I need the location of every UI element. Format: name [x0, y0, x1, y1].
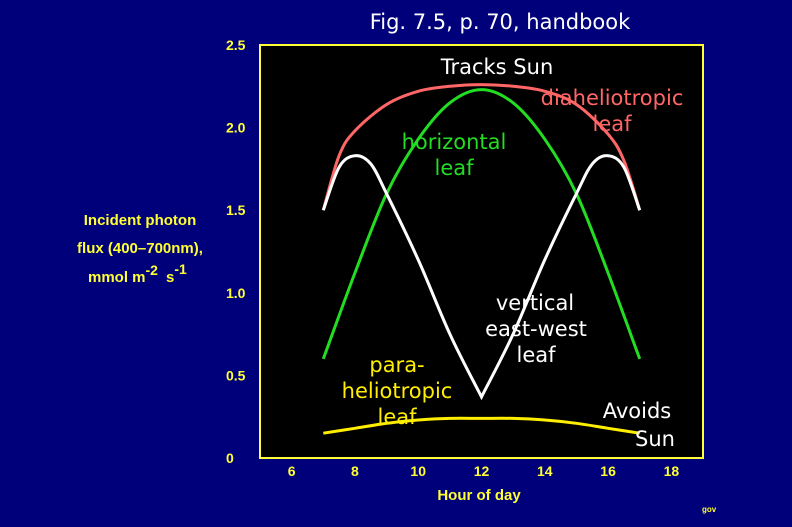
x-tick-label: 18 — [664, 463, 680, 479]
y-axis-label-line-3: mmol m-2 s-1 — [88, 261, 187, 286]
annotation-para-3: leaf — [377, 405, 417, 429]
y-axis-unit-exp-1: -2 — [146, 262, 159, 278]
annotation-vertical-1: vertical — [496, 291, 574, 315]
x-tick-label: 16 — [600, 463, 616, 479]
annotation-tracks-sun: Tracks Sun — [440, 55, 554, 79]
series-lines — [321, 83, 642, 435]
chart-title: Fig. 7.5, p. 70, handbook — [370, 10, 631, 34]
y-axis-label-line-1: Incident photon — [84, 212, 196, 229]
y-axis-unit-mmol: mmol m — [88, 269, 146, 286]
y-tick-label: 1.5 — [226, 202, 246, 218]
x-axis-label: Hour of day — [437, 487, 521, 504]
annotation-avoids-2: Sun — [635, 427, 675, 451]
annotations: Tracks Sundiaheliotropicleafhorizontalle… — [342, 55, 684, 451]
plot-area — [259, 44, 704, 459]
credit-text: gov — [702, 505, 717, 514]
y-axis-ticks: 0 0.5 1.0 1.5 2.0 2.5 — [226, 37, 246, 466]
y-tick-label: 2.5 — [226, 37, 246, 53]
y-tick-label: 1.0 — [226, 285, 246, 301]
annotation-para-1: para- — [369, 353, 424, 377]
x-tick-label: 12 — [474, 463, 490, 479]
x-axis-ticks: 6 8 10 12 14 16 18 — [288, 463, 680, 479]
annotation-para-2: heliotropic — [342, 379, 453, 403]
annotation-diaheliotropic-1: diaheliotropic — [541, 86, 684, 110]
y-axis-unit-s: s — [166, 269, 174, 286]
y-axis-unit-exp-2: -1 — [174, 261, 187, 277]
y-tick-label: 2.0 — [226, 120, 246, 136]
y-tick-label: 0.5 — [226, 367, 246, 383]
series-line-diaheliotropic — [321, 83, 642, 211]
x-tick-label: 10 — [410, 463, 426, 479]
annotation-avoids-1: Avoids — [603, 399, 672, 423]
annotation-vertical-2: east-west — [485, 317, 587, 341]
y-axis-label-line-2: flux (400–700nm), — [77, 240, 203, 257]
series-line-paraheliotropic — [323, 416, 640, 435]
x-tick-label: 6 — [288, 463, 296, 479]
x-tick-label: 8 — [351, 463, 359, 479]
series-line-horizontal — [321, 88, 642, 360]
x-tick-label: 14 — [537, 463, 553, 479]
annotation-horizontal-2: leaf — [434, 156, 474, 180]
annotation-horizontal-1: horizontal — [402, 130, 507, 154]
y-tick-label: 0 — [226, 450, 234, 466]
annotation-vertical-3: leaf — [516, 343, 556, 367]
annotation-diaheliotropic-2: leaf — [592, 112, 632, 136]
series-line-vertical-east-west — [321, 154, 642, 401]
